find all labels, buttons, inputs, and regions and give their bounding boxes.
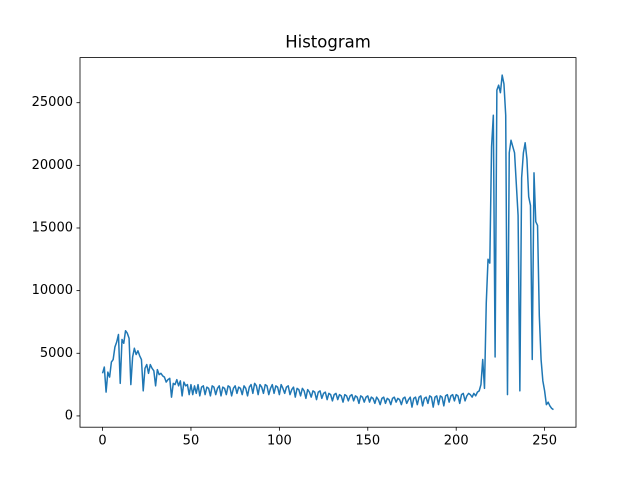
- chart-title: Histogram: [285, 33, 371, 52]
- y-tick-label: 25000: [32, 95, 73, 110]
- x-tick-label: 200: [444, 434, 469, 449]
- x-tick-label: 250: [532, 434, 557, 449]
- y-tick-label: 5000: [40, 346, 73, 361]
- y-tick-label: 10000: [32, 283, 73, 298]
- y-tick-label: 15000: [32, 220, 73, 235]
- y-tick-label: 20000: [32, 158, 73, 173]
- x-tick-label: 0: [98, 434, 106, 449]
- histogram-line: [101, 74, 554, 411]
- x-tick-label: 50: [183, 434, 200, 449]
- x-tick-label: 150: [355, 434, 380, 449]
- axes-frame: [79, 57, 577, 428]
- y-tick-label: 0: [65, 408, 73, 423]
- x-tick-label: 100: [267, 434, 292, 449]
